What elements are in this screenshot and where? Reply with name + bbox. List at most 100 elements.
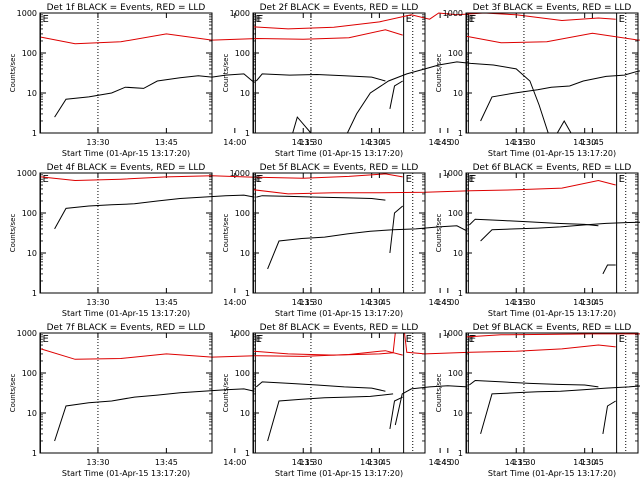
plot-frame xyxy=(465,172,639,294)
events-series-line xyxy=(468,218,599,227)
x-tick-label: 14:15 xyxy=(292,458,315,467)
y-tick-label: 10 xyxy=(27,249,37,258)
marker-label: E xyxy=(255,14,261,25)
y-tick-label: 1 xyxy=(458,449,463,458)
events-series-line xyxy=(468,379,599,388)
x-tick-label: 14:45 xyxy=(429,138,452,147)
marker-label: F xyxy=(257,334,263,345)
y-tick-label: 100 xyxy=(22,49,37,58)
y-tick-label: 100 xyxy=(448,369,463,378)
panel-title: Det 1f BLACK = Events, RED = LLD xyxy=(47,3,206,13)
y-tick-label: 10 xyxy=(453,409,463,418)
panel-title: Det 2f BLACK = Events, RED = LLD xyxy=(260,3,419,13)
marker-label: E xyxy=(619,334,625,345)
events-series-line xyxy=(292,116,312,134)
x-tick-label: 14:15 xyxy=(505,298,528,307)
marker-label: E xyxy=(406,174,412,185)
marker-label: E xyxy=(619,174,625,185)
marker-label: F xyxy=(257,174,263,185)
x-tick-label: 13:30 xyxy=(512,298,535,307)
events-series-line xyxy=(346,61,549,134)
plot-frame xyxy=(252,172,426,294)
plot-frame xyxy=(39,172,213,294)
events-series-line xyxy=(267,225,468,270)
plot-frame xyxy=(465,332,639,454)
x-tick-label: 14:45 xyxy=(429,298,452,307)
y-axis-label: Counts/sec xyxy=(9,54,17,93)
panel-title: Det 4f BLACK = Events, RED = LLD xyxy=(47,163,206,173)
events-series-line xyxy=(389,205,404,254)
marker-label: E xyxy=(468,334,474,345)
x-tick-label: 14:15 xyxy=(505,458,528,467)
marker-label: E xyxy=(406,14,412,25)
events-series-line xyxy=(556,119,572,134)
marker-label: E xyxy=(255,334,261,345)
panel-title: Det 7f BLACK = Events, RED = LLD xyxy=(47,323,206,333)
y-tick-label: 10 xyxy=(240,249,250,258)
panel-title: Det 9f BLACK = Events, RED = LLD xyxy=(473,323,632,333)
events-series-line xyxy=(54,194,255,230)
x-axis-label: Start Time (01-Apr-15 13:17:20) xyxy=(62,309,190,318)
panel-7: Det 7f BLACK = Events, RED = LLD Counts/s… xyxy=(9,323,452,478)
x-tick-label: 13:30 xyxy=(299,458,322,467)
y-tick-label: 1000 xyxy=(443,329,463,338)
y-axis-label: Counts/sec xyxy=(9,214,17,253)
y-tick-label: 1000 xyxy=(230,9,250,18)
panel-8: Det 8f BLACK = Events, RED = LLD Counts/s… xyxy=(222,323,627,478)
lld-series-line xyxy=(40,29,403,45)
plot-frame xyxy=(39,12,213,134)
y-tick-label: 1000 xyxy=(443,169,463,178)
events-series-line xyxy=(480,70,640,122)
y-axis-label: Counts/sec xyxy=(222,214,230,253)
x-tick-label: 14:00 xyxy=(223,138,246,147)
x-tick-label: 13:45 xyxy=(368,138,391,147)
plot-frame xyxy=(252,332,426,454)
events-series-line xyxy=(602,264,616,275)
marker-label: E xyxy=(619,14,625,25)
lld-series-line xyxy=(466,32,640,44)
x-tick-label: 14:15 xyxy=(505,138,528,147)
marker-label: E xyxy=(42,14,48,25)
x-tick-label: 13:45 xyxy=(581,298,604,307)
x-tick-label: 14:30 xyxy=(573,458,596,467)
x-tick-label: 14:15 xyxy=(292,298,315,307)
events-series-line xyxy=(389,396,403,429)
y-axis-label: Counts/sec xyxy=(435,374,443,413)
plot-frame xyxy=(465,12,639,134)
x-tick-label: 14:00 xyxy=(436,458,459,467)
x-tick-label: 14:30 xyxy=(360,458,383,467)
y-tick-label: 1000 xyxy=(17,9,37,18)
marker-label: F xyxy=(470,14,476,25)
x-tick-label: 13:45 xyxy=(581,458,604,467)
x-tick-label: 14:30 xyxy=(573,298,596,307)
y-tick-label: 100 xyxy=(22,369,37,378)
panel-6: Det 6f BLACK = Events, RED = LLD Counts/s… xyxy=(435,163,640,318)
y-tick-label: 1 xyxy=(458,129,463,138)
x-tick-label: 13:30 xyxy=(512,458,535,467)
marker-label: E xyxy=(468,14,474,25)
panel-2: Det 2f BLACK = Events, RED = LLD Counts/s… xyxy=(222,3,627,158)
x-tick-label: 14:00 xyxy=(436,138,459,147)
marker-label: E xyxy=(255,174,261,185)
panel-9: Det 9f BLACK = Events, RED = LLD Counts/s… xyxy=(435,323,640,478)
y-tick-label: 100 xyxy=(235,369,250,378)
lld-series-line xyxy=(253,12,616,30)
lld-series-line xyxy=(253,179,616,195)
y-tick-label: 1000 xyxy=(443,9,463,18)
y-tick-label: 1000 xyxy=(17,329,37,338)
marker-label: F xyxy=(470,174,476,185)
marker-label: E xyxy=(468,174,474,185)
y-axis-label: Counts/sec xyxy=(435,214,443,253)
x-tick-label: 14:15 xyxy=(292,138,315,147)
panel-1: Det 1f BLACK = Events, RED = LLD Counts/s… xyxy=(9,3,452,158)
x-tick-label: 13:45 xyxy=(368,298,391,307)
y-tick-label: 1 xyxy=(245,289,250,298)
x-tick-label: 14:45 xyxy=(429,458,452,467)
x-tick-label: 13:45 xyxy=(155,458,178,467)
x-tick-label: 13:30 xyxy=(86,138,109,147)
events-series-line xyxy=(267,393,394,442)
x-axis-label: Start Time (01-Apr-15 13:17:20) xyxy=(488,469,616,478)
events-series-line xyxy=(602,400,616,434)
x-axis-label: Start Time (01-Apr-15 13:17:20) xyxy=(62,469,190,478)
x-axis-label: Start Time (01-Apr-15 13:17:20) xyxy=(488,149,616,158)
